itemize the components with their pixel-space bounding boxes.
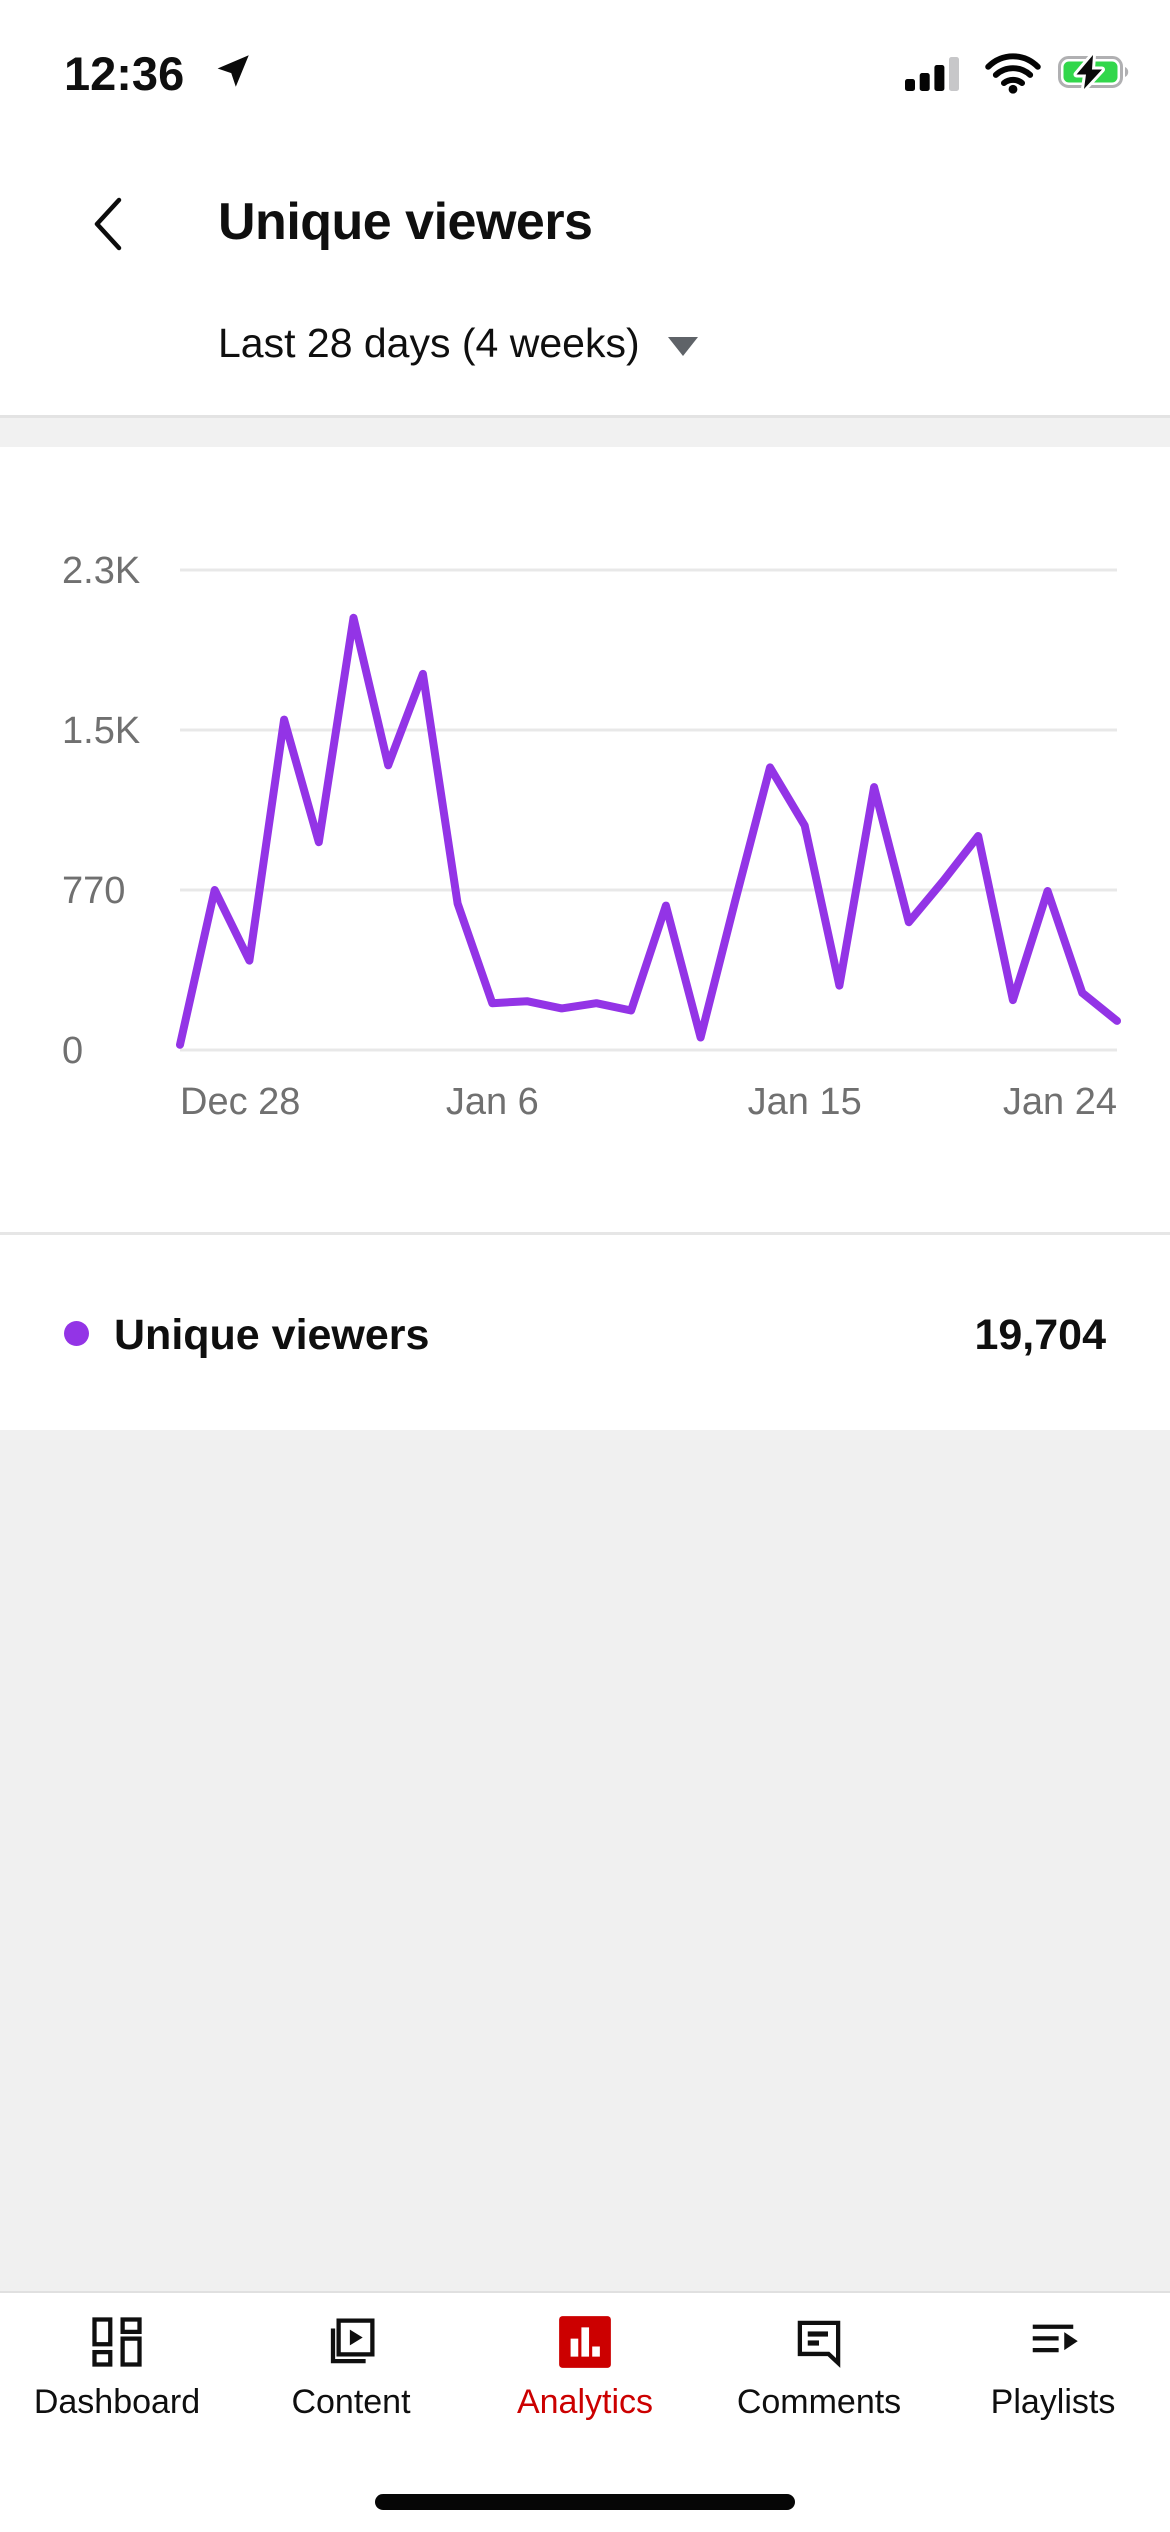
date-range-label: Last 28 days (4 weeks): [218, 320, 640, 366]
back-button[interactable]: [84, 192, 132, 256]
content-background: [0, 1430, 1170, 2291]
tab-comments[interactable]: Comments: [702, 2293, 936, 2532]
section-separator-top: [0, 415, 1170, 447]
y-axis-label: 2.3K: [62, 550, 140, 592]
page-title: Unique viewers: [218, 193, 593, 251]
bottom-tab-bar: Dashboard Content Analytics Comments: [0, 2291, 1170, 2532]
unique-viewers-chart[interactable]: 0 770 1.5K 2.3K Dec 28 Jan 6 Jan 15 Jan 24: [0, 447, 1170, 1232]
y-axis-label: 0: [62, 1030, 83, 1072]
chevron-down-icon: [667, 337, 698, 356]
series-name: Unique viewers: [114, 1311, 430, 1359]
wifi-icon: [985, 53, 1041, 94]
tab-content-label: Content: [291, 2383, 411, 2421]
tab-dashboard-label: Dashboard: [33, 2383, 201, 2421]
chart-card: 0 770 1.5K 2.3K Dec 28 Jan 6 Jan 15 Jan 24: [0, 447, 1170, 1232]
tab-dashboard[interactable]: Dashboard: [0, 2293, 234, 2532]
legend-row[interactable]: Unique viewers 19,704: [0, 1235, 1170, 1430]
analytics-icon: [559, 2316, 611, 2368]
x-axis-label: Jan 15: [748, 1081, 862, 1123]
x-axis-label: Dec 28: [180, 1081, 300, 1123]
status-bar: 12:36: [0, 0, 1170, 130]
y-axis-label: 770: [62, 870, 125, 912]
x-axis-label: Jan 6: [446, 1081, 539, 1123]
location-arrow-icon: [217, 55, 249, 87]
home-indicator[interactable]: [375, 2494, 795, 2510]
tab-analytics-label: Analytics: [516, 2383, 654, 2421]
comments-icon: [797, 2320, 841, 2368]
battery-charging-icon: [1058, 53, 1129, 92]
tab-playlists-label: Playlists: [990, 2383, 1116, 2421]
cellular-signal-icon: [905, 57, 959, 91]
x-axis-label: Jan 24: [1003, 1081, 1117, 1123]
chevron-left-icon: [94, 197, 122, 251]
dashboard-icon: [92, 2317, 142, 2367]
y-axis-label: 1.5K: [62, 710, 140, 752]
date-range-selector[interactable]: Last 28 days (4 weeks): [218, 320, 698, 367]
series-color-dot: [64, 1321, 89, 1346]
tab-comments-label: Comments: [736, 2383, 902, 2421]
content-icon: [330, 2318, 375, 2364]
playlists-icon: [1032, 2324, 1078, 2353]
status-time: 12:36: [64, 47, 185, 100]
tab-content[interactable]: Content: [234, 2293, 468, 2532]
viewers-line-series: [176, 613, 1121, 1049]
legend-divider: [0, 1232, 1170, 1235]
tab-playlists[interactable]: Playlists: [936, 2293, 1170, 2532]
tab-analytics[interactable]: Analytics: [468, 2293, 702, 2532]
series-total-value: 19,704: [974, 1311, 1106, 1359]
